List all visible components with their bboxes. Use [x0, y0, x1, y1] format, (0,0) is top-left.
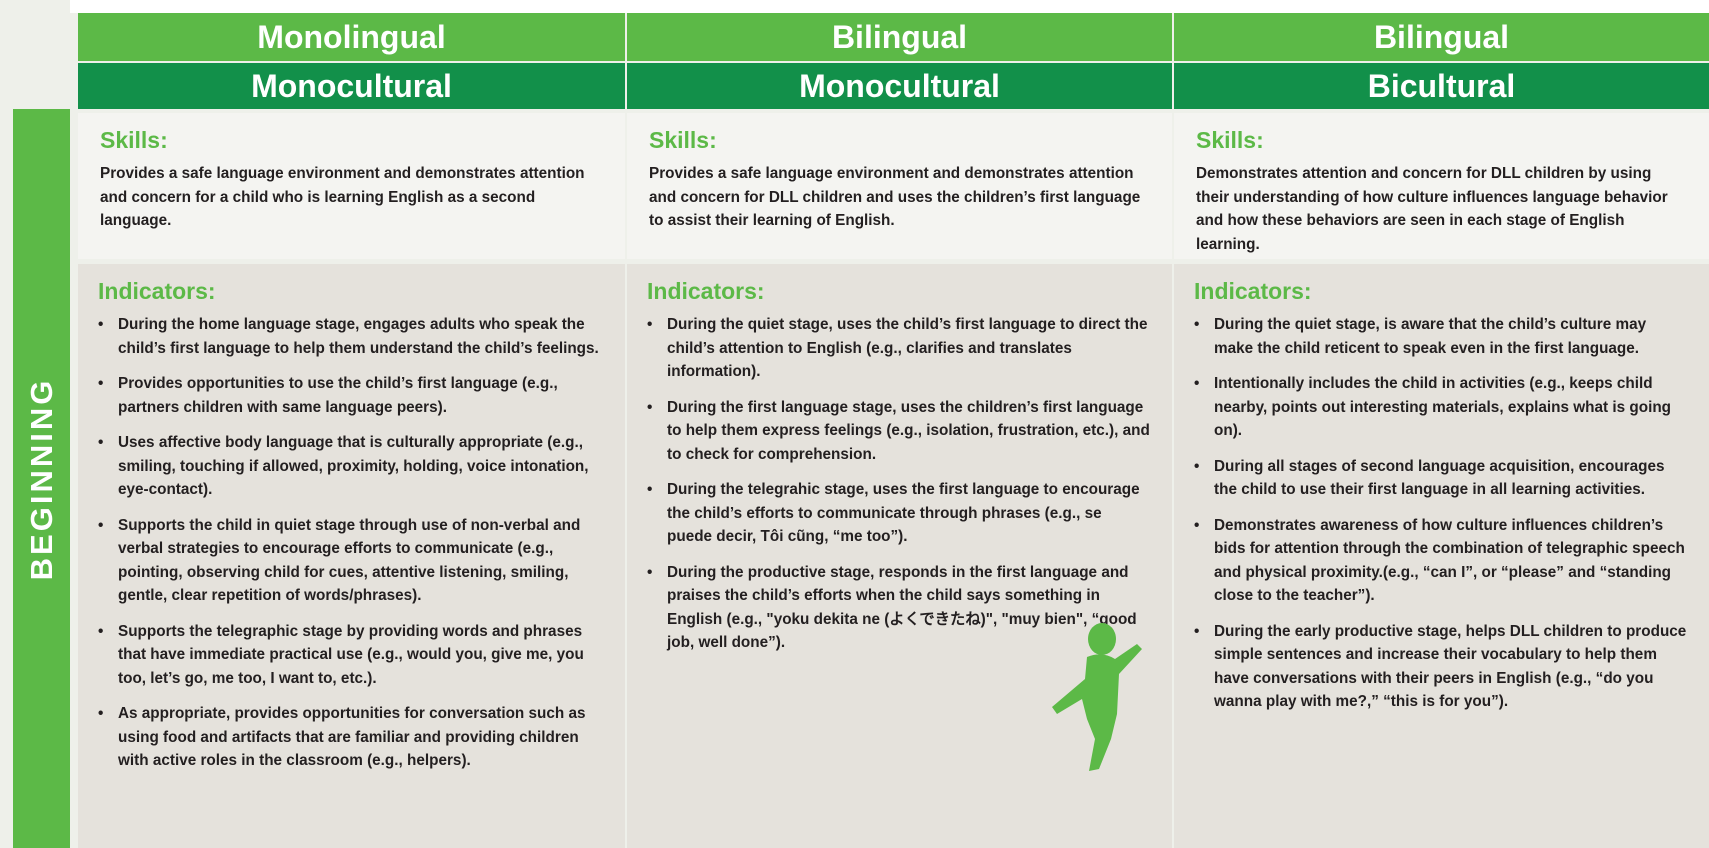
skills-cell: Skills: Demonstrates attention and concer… — [1174, 113, 1709, 259]
child-silhouette — [1052, 623, 1142, 771]
indicators-label: Indicators: — [1194, 278, 1312, 304]
indicators-cell: Indicators: During the quiet stage, is aw… — [1174, 264, 1709, 848]
indicator-item: During the first language stage, uses th… — [647, 396, 1150, 467]
indicator-item: Supports the child in quiet stage throug… — [98, 514, 603, 608]
skills-label: Skills: — [649, 127, 717, 153]
top-margin — [70, 0, 1709, 13]
indicator-item: During the telegrahic stage, uses the fi… — [647, 478, 1150, 549]
culture-header: Bicultural — [1174, 63, 1709, 109]
indicator-item: During the home language stage, engages … — [98, 313, 603, 360]
indicators-label: Indicators: — [647, 278, 765, 304]
skills-label: Skills: — [100, 127, 168, 153]
skills-text: Provides a safe language environment and… — [100, 165, 585, 229]
skills-text: Demonstrates attention and concern for D… — [1196, 165, 1668, 253]
indicator-list: During the home language stage, engages … — [98, 313, 603, 773]
language-header: Bilingual — [627, 13, 1172, 61]
indicator-item: During the early productive stage, helps… — [1194, 620, 1687, 714]
indicator-item: Uses affective body language that is cul… — [98, 431, 603, 502]
column: Bilingual Bicultural Skills: Demonstrates a… — [1174, 13, 1709, 848]
stage-label: BEGINNING — [23, 377, 59, 580]
indicators-cell: Indicators: During the quiet stage, uses … — [627, 264, 1172, 848]
indicator-list: During the quiet stage, uses the child’s… — [647, 313, 1150, 655]
indicator-item: Demonstrates awareness of how culture in… — [1194, 514, 1687, 608]
column: Monolingual Monocultural Skills: Provides a… — [78, 13, 625, 848]
culture-header: Monocultural — [627, 63, 1172, 109]
indicator-item: During the quiet stage, uses the child’s… — [647, 313, 1150, 384]
skills-label: Skills: — [1196, 127, 1264, 153]
indicators-cell: Indicators: During the home language stag… — [78, 264, 625, 848]
skills-cell: Skills: Provides a safe language environm… — [78, 113, 625, 259]
culture-header: Monocultural — [78, 63, 625, 109]
language-header: Bilingual — [1174, 13, 1709, 61]
skills-cell: Skills: Provides a safe language environm… — [627, 113, 1172, 259]
indicators-label: Indicators: — [98, 278, 216, 304]
skills-text: Provides a safe language environment and… — [649, 165, 1141, 229]
language-header: Monolingual — [78, 13, 625, 61]
indicator-item: Supports the telegraphic stage by provid… — [98, 620, 603, 691]
stage-bar: BEGINNING — [13, 109, 70, 848]
indicator-item: During the quiet stage, is aware that th… — [1194, 313, 1687, 360]
indicator-item: During the productive stage, responds in… — [647, 561, 1150, 655]
indicator-item: During all stages of second language acq… — [1194, 455, 1687, 502]
indicator-item: Provides opportunities to use the child’… — [98, 372, 603, 419]
indicator-item: As appropriate, provides opportunities f… — [98, 702, 603, 773]
indicator-list: During the quiet stage, is aware that th… — [1194, 313, 1687, 714]
column: Bilingual Monocultural Skills: Provides a s… — [627, 13, 1172, 848]
indicator-item: Intentionally includes the child in acti… — [1194, 372, 1687, 443]
